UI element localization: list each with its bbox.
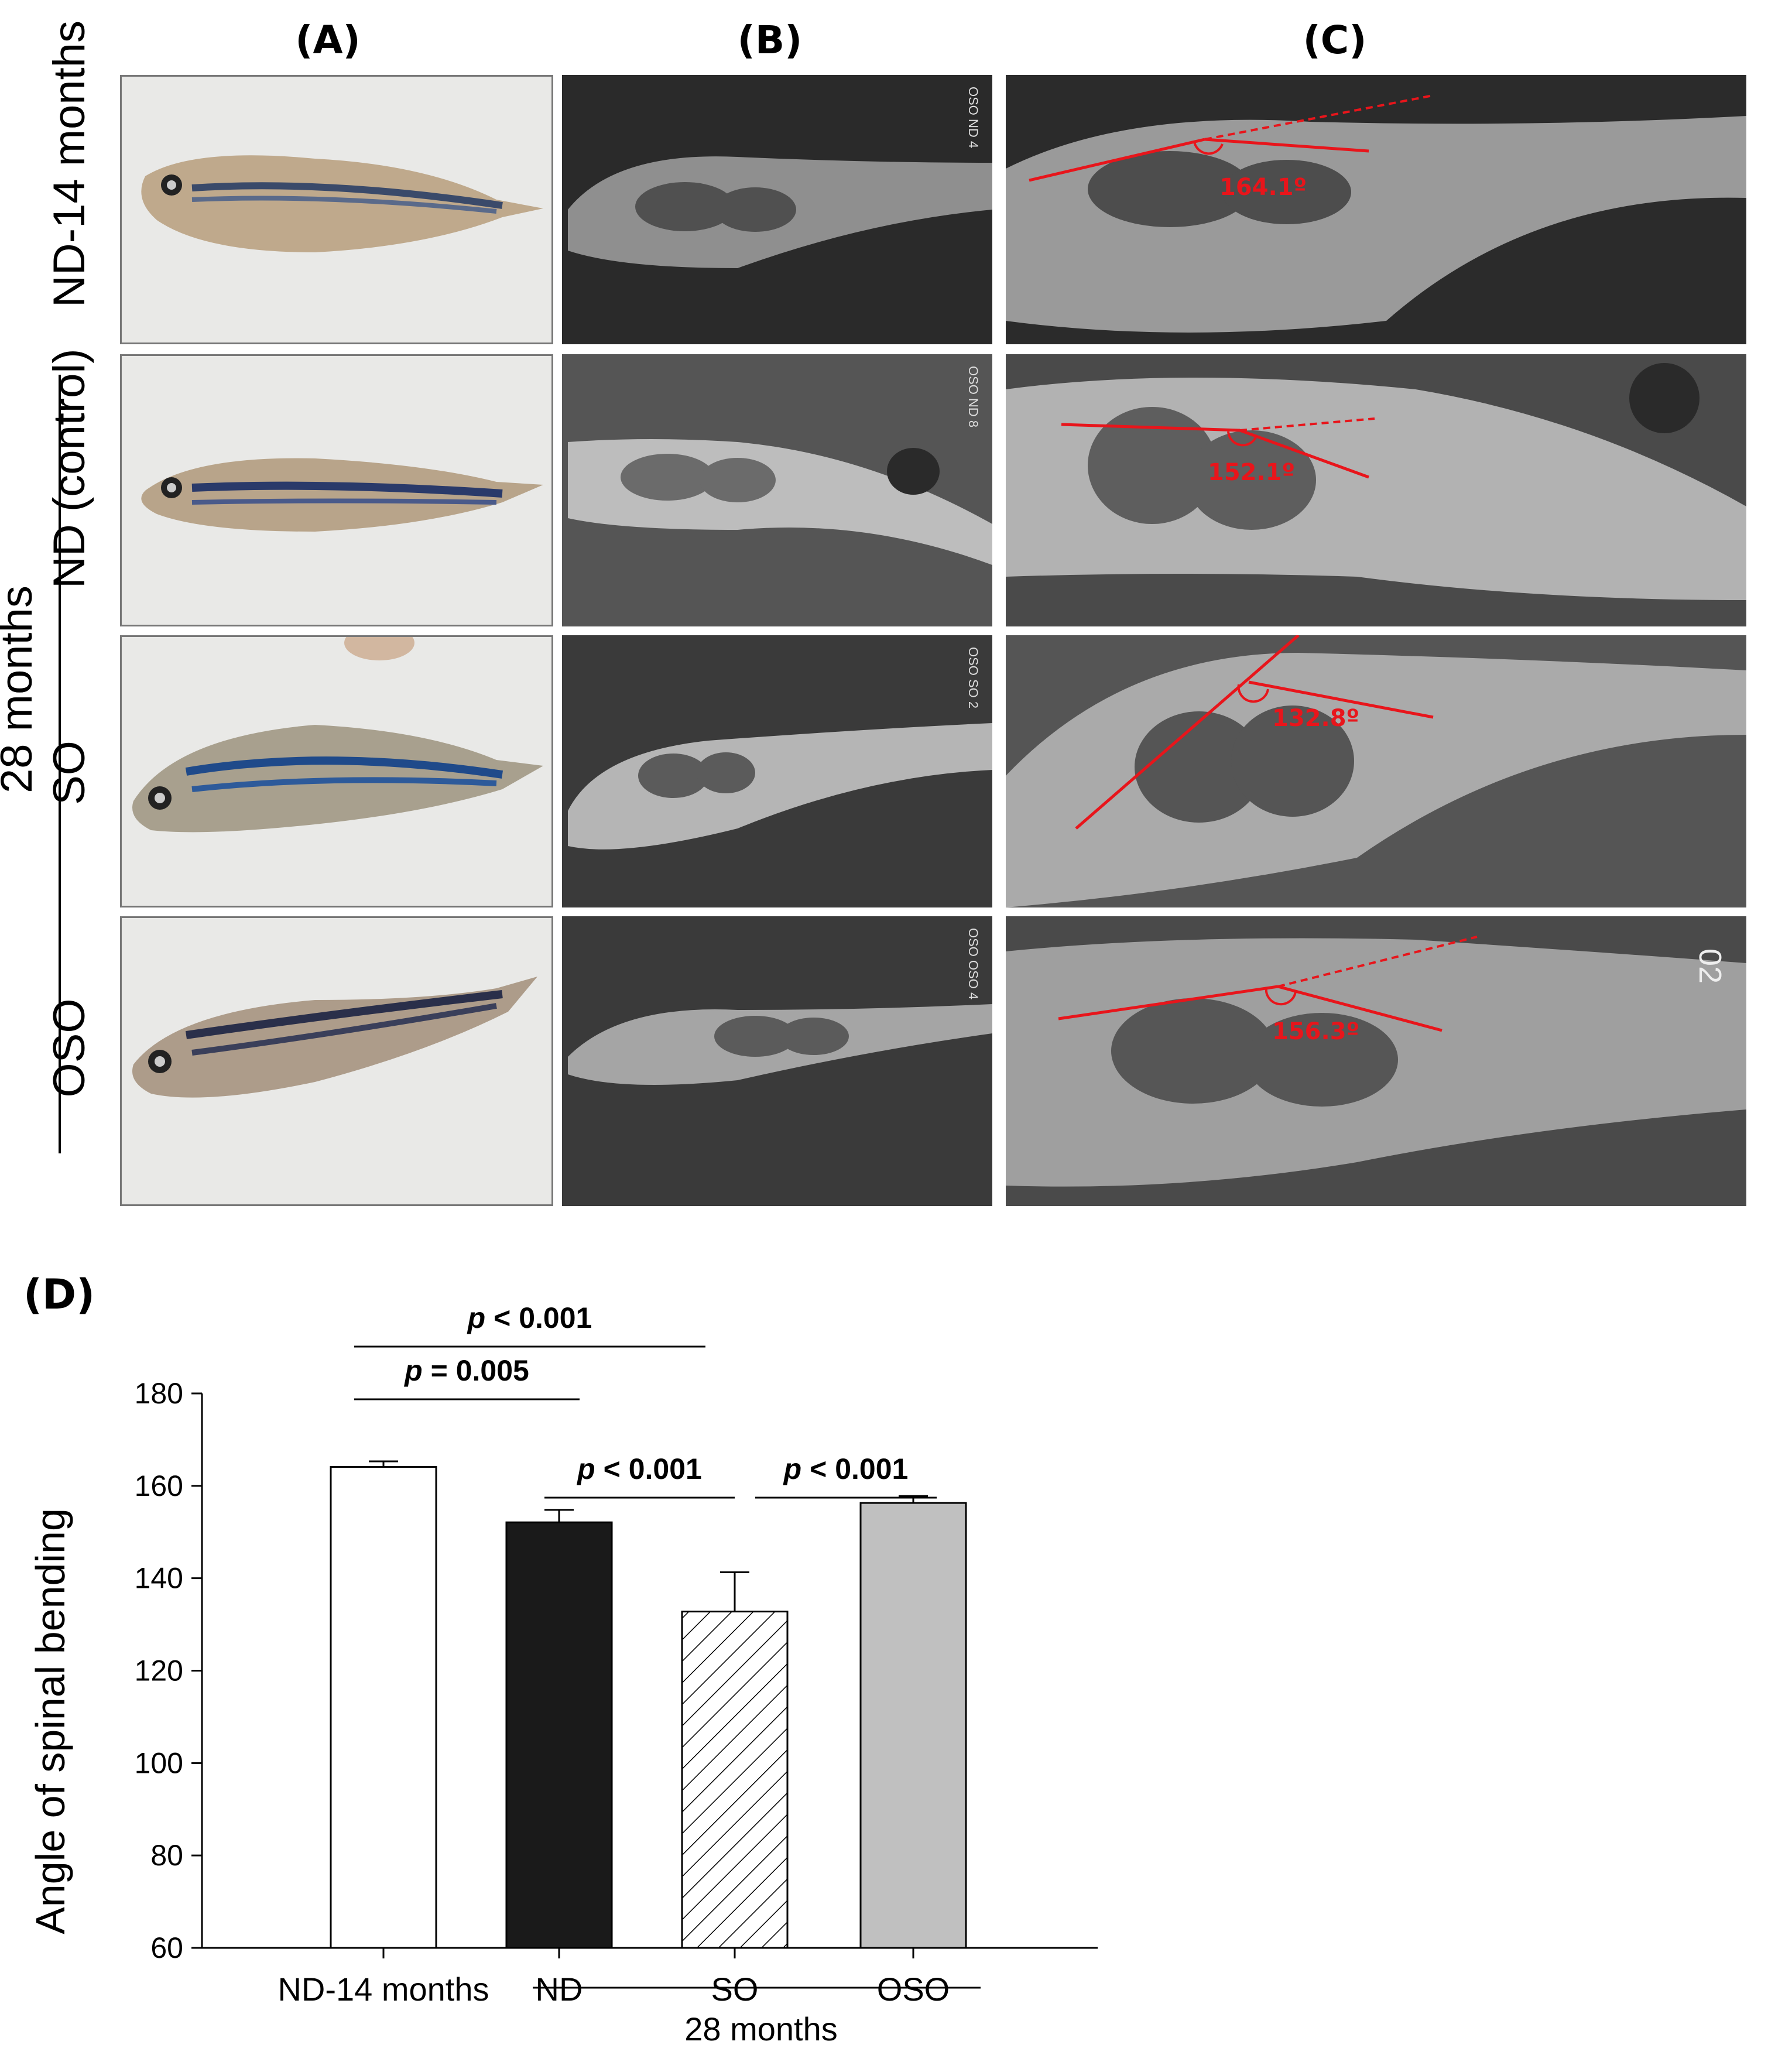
- zebrafish-photo-nd-control: [120, 354, 553, 626]
- group-label-28-months: 28 months: [0, 585, 42, 793]
- bar-nd: [505, 1521, 613, 1949]
- bar-nd-14-months: [330, 1465, 437, 1949]
- svg-text:OSO SO 2: OSO SO 2: [966, 647, 981, 708]
- zebrafish-photo-icon: [132, 977, 537, 1098]
- y-tick-label: 180: [135, 1377, 183, 1410]
- svg-text:OSO ND 8: OSO ND 8: [966, 366, 981, 427]
- significance-label: p < 0.001: [783, 1453, 909, 1485]
- corner-mark: 02: [1692, 948, 1728, 984]
- zebrafish-photo-icon: [141, 155, 544, 252]
- xray-b-nd-control: OSO ND 8: [562, 354, 992, 626]
- group-divider-line: [59, 375, 61, 1153]
- xray-angle-panel-so: 132.8º: [1006, 635, 1746, 907]
- significance-label: p < 0.001: [576, 1453, 702, 1485]
- row-label-nd-control: ND (control): [44, 348, 94, 588]
- zebrafish-photo-oso: [120, 916, 553, 1206]
- x-category-label: SO: [711, 1971, 759, 2008]
- svg-text:OSO ND 4: OSO ND 4: [966, 87, 981, 148]
- y-tick-label: 140: [135, 1562, 183, 1595]
- x-group-label: 28 months: [684, 2011, 838, 2047]
- xray-angle-panel-nd14: 164.1º: [1006, 94, 1746, 333]
- y-tick-label: 100: [135, 1746, 183, 1779]
- y-tick-label: 120: [135, 1655, 183, 1687]
- x-category-label: ND-14 months: [277, 1971, 489, 2008]
- zebrafish-photo-so: [120, 635, 553, 907]
- row-label-nd14: ND-14 months: [44, 20, 94, 307]
- xray-image-icon: OSO ND 4: [562, 75, 992, 344]
- bar-so: [681, 1610, 789, 1949]
- zebrafish-photo-nd14: [120, 75, 553, 344]
- xray-image-icon: OSO ND 8: [562, 354, 992, 626]
- xray-b-nd14: OSO ND 4: [562, 75, 992, 344]
- bar-chart-spinal-bending: Angle of spinal bending 60 80 100 120 140 160…: [28, 1302, 1098, 2047]
- column-header-b: (B): [737, 18, 803, 63]
- x-category-label: ND: [536, 1971, 583, 2008]
- xray-c-nd14: 164.1º: [1006, 75, 1746, 344]
- xray-image-icon: OSO SO 2: [562, 635, 992, 907]
- xray-angle-panel-nd-control: 152.1º: [1006, 354, 1746, 626]
- angle-label-so: 132.8º: [1272, 705, 1359, 732]
- xray-angle-panel-oso: 156.3º 02: [1006, 916, 1746, 1206]
- angle-label-oso: 156.3º: [1272, 1018, 1359, 1045]
- y-tick-label: 80: [150, 1839, 183, 1872]
- svg-text:OSO OSO 4: OSO OSO 4: [966, 928, 981, 999]
- xray-c-so: 132.8º: [1006, 635, 1746, 907]
- y-tick-label: 160: [135, 1470, 183, 1502]
- column-header-a: (A): [295, 18, 361, 63]
- angle-label-nd-control: 152.1º: [1208, 459, 1295, 486]
- significance-label: p = 0.005: [403, 1354, 529, 1387]
- zebrafish-photo-icon: [141, 458, 544, 532]
- row-label-so: SO: [44, 741, 94, 805]
- panel-label-d: (D): [23, 1270, 95, 1318]
- xray-b-so: OSO SO 2: [562, 635, 992, 907]
- angle-label-nd14: 164.1º: [1219, 174, 1307, 201]
- xray-b-oso: OSO OSO 4: [562, 916, 992, 1206]
- xray-image-icon: OSO OSO 4: [562, 916, 992, 1206]
- column-header-c: (C): [1303, 18, 1367, 63]
- zebrafish-photo-icon: [132, 637, 543, 833]
- xray-c-oso: 156.3º 02: [1006, 916, 1746, 1206]
- x-category-label: OSO: [877, 1971, 950, 2008]
- xray-c-nd-control: 152.1º: [1006, 354, 1746, 626]
- significance-label: p < 0.001: [467, 1302, 592, 1334]
- bar-oso: [859, 1502, 967, 1949]
- y-axis-label: Angle of spinal bending: [28, 1508, 73, 1934]
- row-label-oso: OSO: [44, 998, 94, 1098]
- y-tick-label: 60: [150, 1931, 183, 1964]
